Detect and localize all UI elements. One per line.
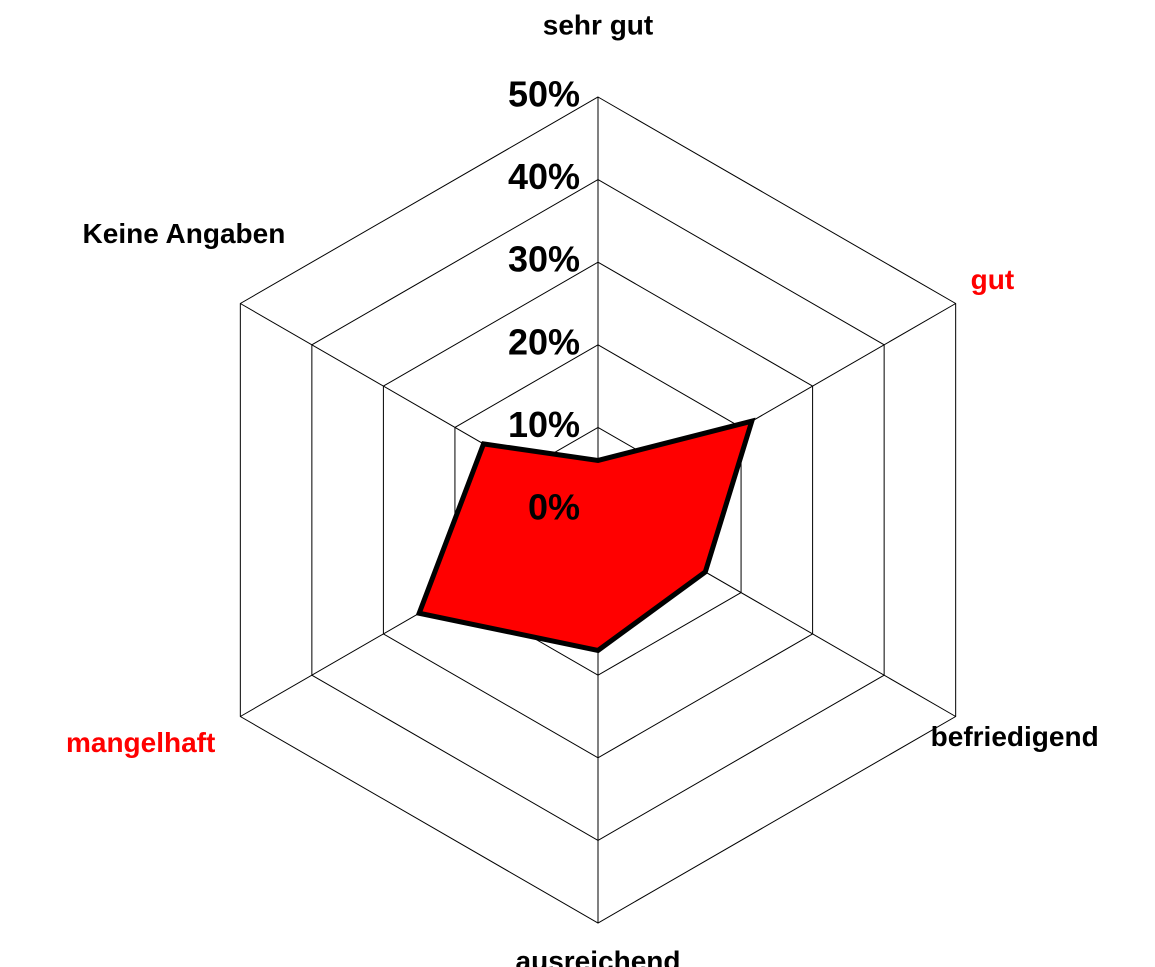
category-label: Keine Angaben: [83, 218, 286, 249]
tick-label: 30%: [508, 239, 580, 280]
category-label: ausreichend: [516, 945, 681, 967]
tick-label: 10%: [508, 404, 580, 445]
category-label: befriedigend: [931, 721, 1099, 752]
tick-label: 0%: [528, 487, 580, 528]
tick-label: 50%: [508, 74, 580, 115]
tick-label: 20%: [508, 321, 580, 362]
category-label: sehr gut: [543, 9, 653, 40]
category-label: mangelhaft: [66, 727, 215, 758]
tick-label: 40%: [508, 156, 580, 197]
series-area: [415, 417, 756, 654]
category-label: gut: [971, 264, 1015, 295]
